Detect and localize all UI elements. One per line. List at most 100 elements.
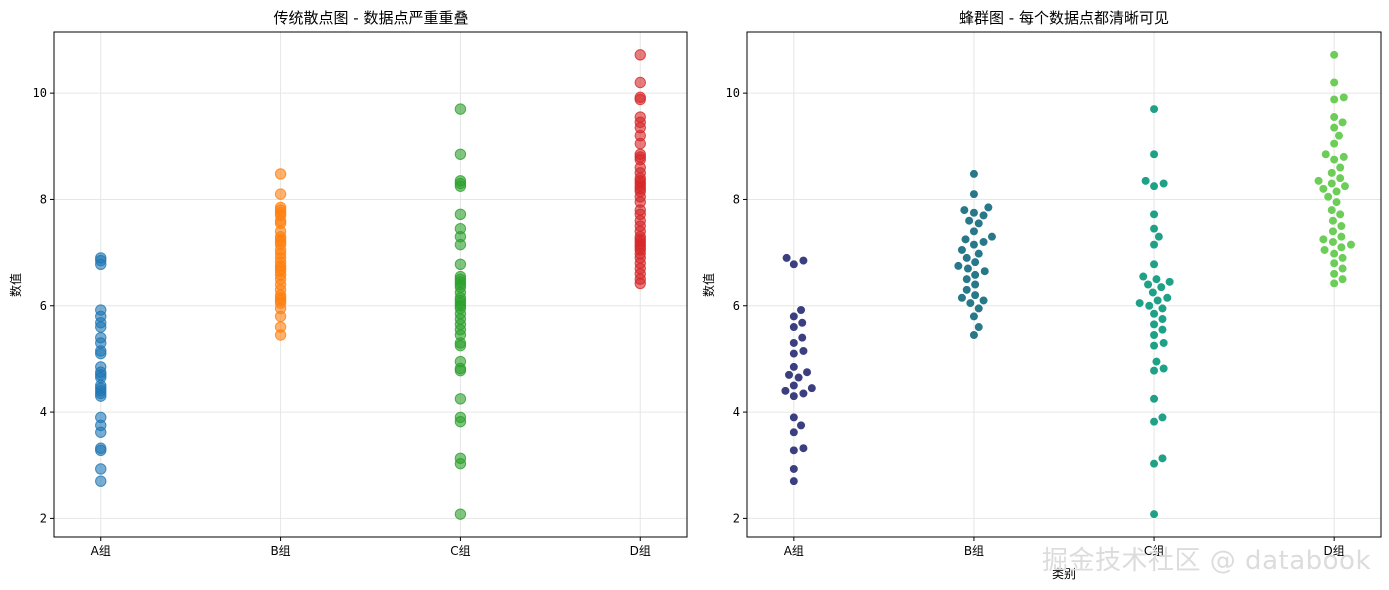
data-point	[1329, 112, 1339, 122]
data-point	[95, 442, 107, 454]
data-point	[1313, 176, 1324, 186]
data-point	[1151, 274, 1162, 284]
x-axis-label: 类别	[1052, 567, 1076, 581]
data-point	[1162, 293, 1172, 303]
y-axis-label: 数值	[8, 273, 23, 297]
data-point	[987, 232, 997, 242]
x-tick-label: C组	[450, 544, 470, 558]
data-point	[634, 148, 646, 160]
data-point	[1149, 394, 1159, 404]
data-point	[789, 380, 799, 391]
data-point	[1336, 242, 1346, 252]
data-point	[969, 189, 979, 199]
data-point	[95, 463, 107, 475]
data-point	[1327, 178, 1337, 189]
data-point	[798, 346, 809, 356]
data-point	[789, 362, 799, 372]
data-point	[1157, 325, 1168, 335]
data-point	[1337, 263, 1348, 274]
data-point	[1149, 149, 1159, 159]
data-point	[1335, 173, 1345, 183]
data-point	[1340, 181, 1350, 191]
y-tick-label: 4	[40, 405, 47, 419]
data-point	[1149, 240, 1159, 250]
data-point	[978, 295, 989, 306]
data-point	[95, 361, 107, 373]
data-point	[1321, 149, 1331, 159]
x-tick-label: C组	[1144, 544, 1164, 558]
data-point	[1157, 303, 1168, 314]
data-point	[634, 91, 646, 104]
data-point	[1328, 237, 1338, 247]
data-point	[1319, 245, 1330, 255]
data-point	[969, 330, 979, 340]
data-point	[95, 475, 107, 487]
data-point	[969, 240, 979, 250]
strip-chart: 传统散点图 - 数据点严重重叠 数值 2 4 6 8 10 A组 B组 C组 D组	[8, 9, 688, 558]
y-tick-label: 8	[733, 192, 740, 206]
data-point	[1149, 417, 1159, 427]
data-point	[454, 258, 467, 270]
data-point	[454, 148, 467, 160]
data-point	[789, 259, 799, 269]
data-point	[1337, 274, 1348, 284]
data-point	[454, 452, 467, 465]
data-point	[798, 388, 809, 399]
data-point	[1331, 197, 1342, 207]
data-point	[1334, 131, 1344, 141]
data-point	[1339, 92, 1349, 102]
data-point	[274, 321, 287, 333]
data-point	[1135, 298, 1145, 308]
data-point	[807, 383, 817, 393]
data-point	[798, 443, 809, 453]
data-point	[969, 208, 979, 218]
data-point	[969, 311, 979, 321]
data-point	[789, 349, 799, 359]
data-point	[1149, 459, 1159, 469]
data-point	[1318, 234, 1328, 244]
data-point	[978, 210, 989, 220]
swarm-chart: 蜂群图 - 每个数据点都清晰可见 数值 类别 2 4 6 8 10 A组 B组 C组 D组	[701, 9, 1382, 581]
x-tick-label: A组	[784, 544, 804, 558]
data-point	[1339, 152, 1349, 162]
x-tick-label: B组	[964, 544, 984, 558]
data-point	[1329, 154, 1339, 165]
data-point	[1149, 104, 1159, 114]
data-point	[1149, 330, 1159, 340]
data-point	[1159, 363, 1169, 374]
data-point	[962, 274, 972, 284]
data-point	[959, 205, 969, 215]
data-point	[789, 311, 799, 321]
data-point	[1153, 295, 1163, 306]
data-point	[1149, 341, 1159, 351]
data-point	[1156, 282, 1166, 292]
data-point	[454, 355, 467, 368]
data-point	[796, 420, 806, 430]
data-point	[1329, 50, 1339, 60]
data-point	[1149, 259, 1159, 269]
y-tick-label: 4	[733, 405, 740, 419]
data-point	[970, 279, 980, 290]
data-point	[454, 222, 467, 235]
data-point	[1329, 269, 1339, 279]
data-point	[797, 318, 807, 328]
data-point	[1143, 279, 1153, 290]
data-point	[789, 476, 799, 486]
data-point	[1328, 216, 1338, 226]
data-point	[1329, 123, 1339, 133]
watermark: 掘金技术社区 @ databook	[1042, 546, 1371, 576]
data-point	[1149, 181, 1159, 191]
data-point	[1336, 221, 1346, 231]
data-point	[974, 322, 984, 332]
y-tick-label: 8	[40, 192, 47, 206]
data-point	[953, 261, 963, 271]
data-point	[969, 169, 979, 179]
data-point	[454, 411, 467, 424]
data-point	[957, 245, 967, 255]
data-point	[1346, 240, 1356, 250]
data-point	[1149, 319, 1159, 329]
data-point	[1149, 366, 1159, 376]
data-point	[789, 322, 799, 332]
data-point	[95, 411, 107, 424]
